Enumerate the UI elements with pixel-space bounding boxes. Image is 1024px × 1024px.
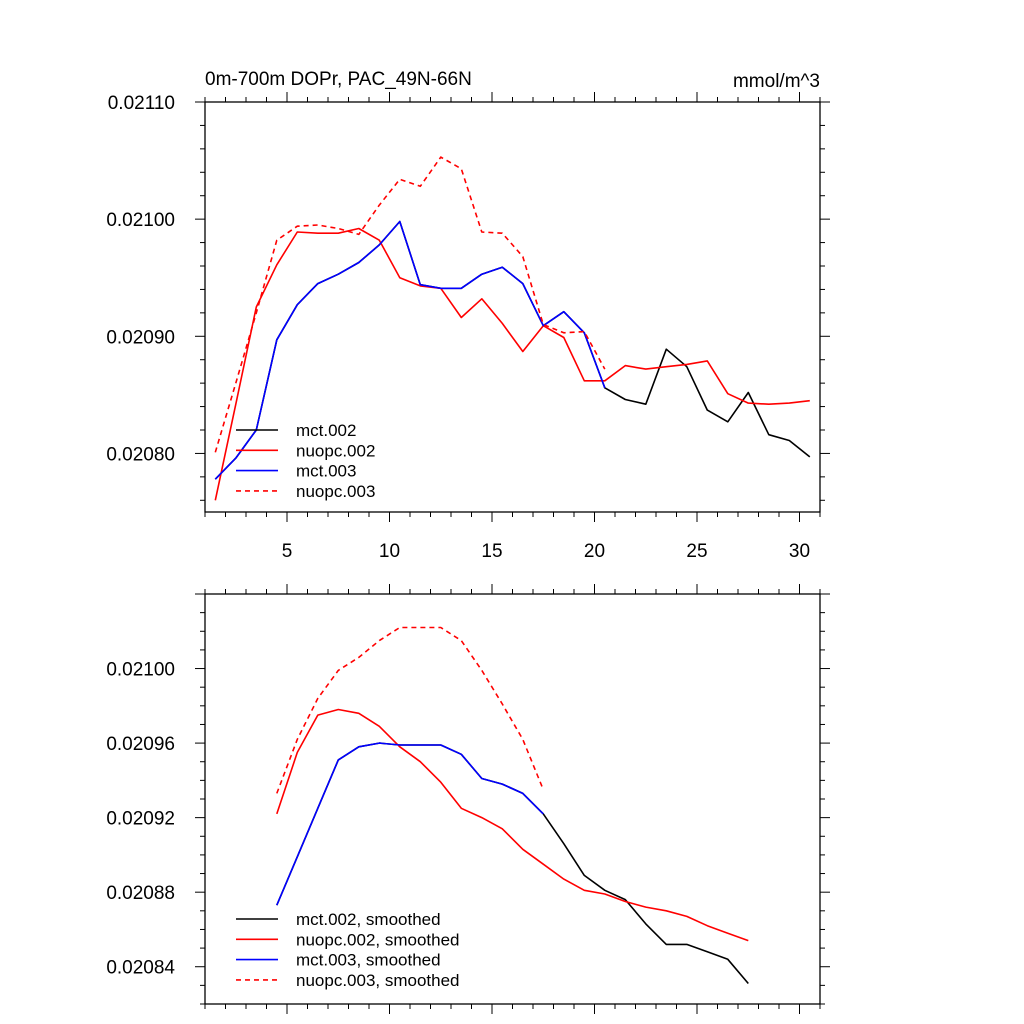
- y-tick-label: 0.02084: [106, 958, 175, 979]
- legend-label: mct.003, smoothed: [296, 951, 441, 970]
- y-tick-label: 0.02092: [106, 809, 175, 830]
- x-tick-label: 10: [379, 541, 400, 562]
- series-line-mct-003: [214, 220, 606, 480]
- x-tick-label: 15: [481, 541, 502, 562]
- y-tick-label: 0.02110: [108, 93, 175, 114]
- series-line-mct-003-smoothed: [276, 742, 544, 906]
- legend-label: nuopc.003: [296, 482, 375, 501]
- legend-label: nuopc.003, smoothed: [296, 971, 460, 990]
- legend-label: nuopc.002: [296, 441, 375, 460]
- series-line-nuopc-002: [214, 227, 810, 501]
- y-tick-label: 0.02100: [106, 660, 175, 681]
- x-tick-label: 20: [584, 541, 605, 562]
- legend-label: nuopc.002, smoothed: [296, 930, 460, 949]
- legend-label: mct.002: [296, 421, 356, 440]
- y-tick-label: 0.02088: [106, 883, 175, 904]
- bottom-axes: 0.02084 0.02088 0.02092 0.02096 0.02100: [106, 584, 830, 1014]
- legend-label: mct.002, smoothed: [296, 910, 441, 929]
- top-series-lines: [214, 156, 811, 501]
- x-tick-label: 25: [686, 541, 707, 562]
- y-tick-label: 0.02100: [106, 210, 175, 231]
- bottom-series-lines: [276, 626, 749, 985]
- y-tick-label: 0.02080: [106, 444, 175, 465]
- chart-title: 0m-700m DOPr, PAC_49N-66N: [205, 69, 472, 90]
- y-tick-label: 0.02096: [106, 734, 175, 755]
- x-tick-label: 30: [789, 541, 810, 562]
- y-tick-label: 0.02090: [106, 327, 175, 348]
- bottom-panel: 0.02084 0.02088 0.02092 0.02096 0.02100 mct.…: [106, 584, 830, 1014]
- top-axes: 5 10 15 20 25 30 0.02080 0.02090 0.02100 0.02110: [106, 92, 830, 562]
- series-line-nuopc-003-smoothed: [276, 626, 545, 794]
- units-label: mmol/m^3: [733, 71, 820, 92]
- series-line-nuopc-003: [214, 156, 606, 453]
- series-line-nuopc-002-smoothed: [276, 708, 749, 942]
- top-panel: 0m-700m DOPr, PAC_49N-66N mmol/m^3 5 10 15…: [106, 69, 830, 562]
- x-tick-label: 5: [282, 541, 293, 562]
- legend-label: mct.003: [296, 462, 356, 481]
